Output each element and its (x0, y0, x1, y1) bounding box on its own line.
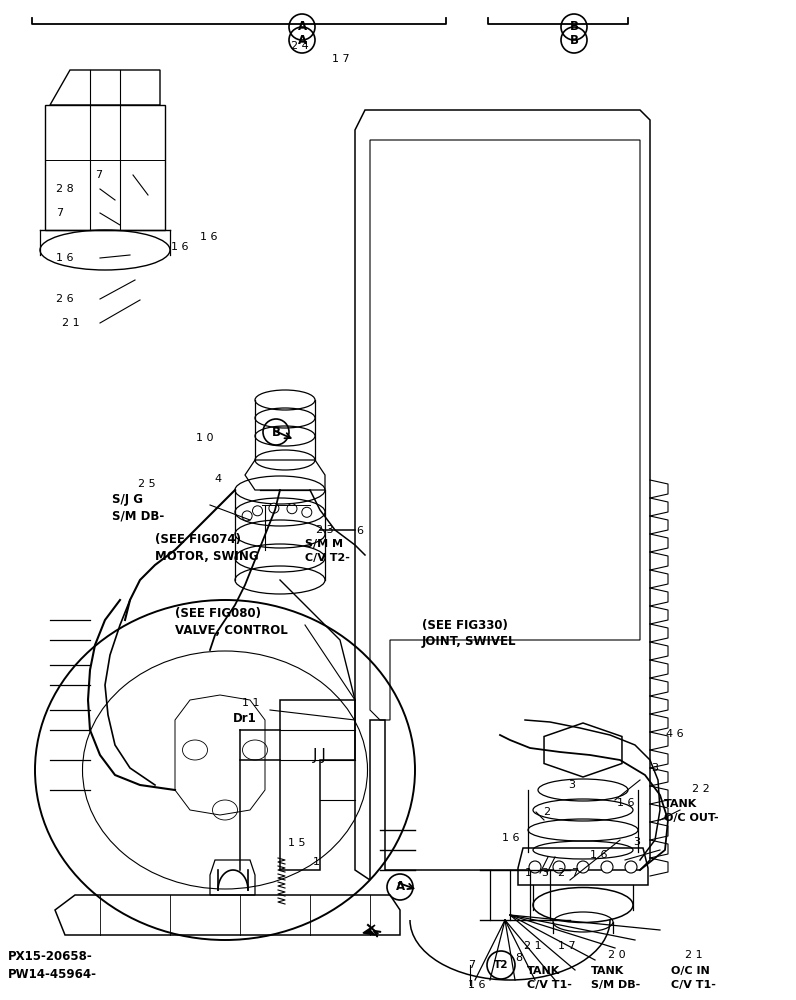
Text: JOINT, SWIVEL: JOINT, SWIVEL (422, 636, 517, 648)
Text: 1: 1 (313, 857, 320, 867)
Text: (SEE FIG080): (SEE FIG080) (175, 607, 261, 620)
Text: 1 7: 1 7 (332, 54, 349, 64)
Circle shape (577, 861, 589, 873)
Text: TANK: TANK (527, 966, 560, 976)
Text: 7: 7 (56, 208, 63, 218)
Text: S/M DB-: S/M DB- (112, 510, 164, 522)
Text: 2 5: 2 5 (138, 479, 156, 489)
Text: VALVE, CONTROL: VALVE, CONTROL (175, 624, 287, 637)
Text: TANK: TANK (591, 966, 624, 976)
Text: B: B (271, 426, 280, 438)
Text: 1 6: 1 6 (200, 232, 217, 242)
Text: 1 6: 1 6 (56, 253, 73, 263)
Text: O/C OUT-: O/C OUT- (664, 813, 719, 823)
Text: 7: 7 (571, 868, 578, 878)
Text: 4 6: 4 6 (666, 729, 684, 739)
Text: A: A (298, 20, 306, 33)
Text: A: A (298, 33, 306, 46)
Text: O/C IN: O/C IN (671, 966, 710, 976)
Text: (SEE FIG330): (SEE FIG330) (422, 619, 508, 633)
Circle shape (553, 861, 565, 873)
Text: J J: J J (313, 748, 327, 763)
Polygon shape (363, 925, 375, 935)
Text: 2 0: 2 0 (608, 950, 626, 960)
Text: PW14-45964-: PW14-45964- (8, 968, 97, 982)
Text: 6: 6 (356, 526, 363, 536)
Text: 2 4: 2 4 (291, 41, 309, 51)
Text: T2: T2 (494, 960, 509, 970)
Text: 1 6: 1 6 (171, 242, 189, 252)
Text: B: B (569, 33, 579, 46)
Text: 1 6: 1 6 (617, 798, 634, 808)
Text: PX15-20658-: PX15-20658- (8, 950, 93, 964)
Text: 1 7: 1 7 (558, 941, 576, 951)
Text: 3: 3 (633, 837, 640, 847)
Circle shape (242, 511, 252, 521)
Text: 2 6: 2 6 (56, 294, 73, 304)
Circle shape (252, 506, 263, 516)
Text: 7: 7 (468, 960, 475, 970)
Circle shape (625, 861, 637, 873)
Text: 1 6: 1 6 (468, 980, 486, 990)
Circle shape (529, 861, 541, 873)
Text: A: A (396, 880, 404, 894)
Text: C/V T1-: C/V T1- (671, 980, 716, 990)
Text: 2: 2 (543, 807, 550, 817)
Text: 1 5: 1 5 (288, 838, 306, 848)
Text: 2 3: 2 3 (316, 525, 334, 535)
Text: S/M DB-: S/M DB- (591, 980, 640, 990)
Text: 4: 4 (214, 474, 221, 484)
Text: S/J G: S/J G (112, 493, 143, 506)
Circle shape (601, 861, 613, 873)
Text: 8: 8 (515, 953, 522, 963)
Text: 1 6: 1 6 (590, 850, 607, 860)
Circle shape (302, 507, 312, 517)
Text: 2 2: 2 2 (692, 784, 710, 794)
Text: C/V T2-: C/V T2- (305, 553, 350, 563)
Circle shape (269, 503, 279, 513)
Text: Dr1: Dr1 (233, 712, 257, 724)
Circle shape (287, 504, 297, 514)
Text: (SEE FIG074): (SEE FIG074) (155, 534, 241, 546)
Text: 1 0: 1 0 (196, 433, 213, 443)
Text: 1 1: 1 1 (242, 698, 259, 708)
Text: 7: 7 (95, 170, 102, 180)
Text: 2 8: 2 8 (56, 184, 74, 194)
Text: 2 1: 2 1 (62, 318, 80, 328)
Text: 2: 2 (557, 868, 564, 878)
Text: 1: 1 (525, 868, 532, 878)
Text: 2 1: 2 1 (524, 941, 541, 951)
Text: B: B (569, 20, 579, 33)
Text: S/M M: S/M M (305, 539, 343, 549)
Text: 3: 3 (568, 780, 575, 790)
Text: 3: 3 (651, 763, 658, 773)
Text: C/V T1-: C/V T1- (527, 980, 572, 990)
Text: TANK: TANK (664, 799, 697, 809)
Text: 3: 3 (541, 868, 548, 878)
Text: 2 1: 2 1 (685, 950, 703, 960)
Text: 1 6: 1 6 (502, 833, 520, 843)
Text: MOTOR, SWING: MOTOR, SWING (155, 550, 259, 562)
